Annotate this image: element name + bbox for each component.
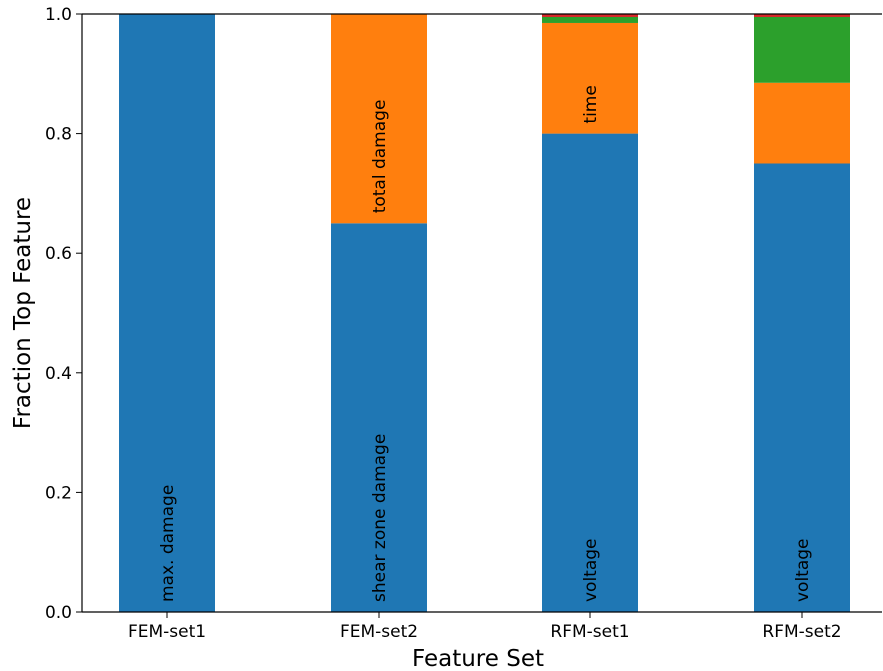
bar-segment-rfm-set1-s3 — [542, 14, 638, 17]
y-tick-label: 0.2 — [45, 483, 72, 503]
bar-label-rfm-set1-s0: voltage — [581, 538, 601, 602]
bar-label-rfm-set2-s0: voltage — [793, 538, 813, 602]
bar-segment-rfm-set1-s1 — [542, 22, 638, 134]
x-axis-label: Feature Set — [412, 646, 544, 671]
y-tick-label: 0.0 — [45, 603, 72, 623]
y-tick-label: 1.0 — [45, 5, 72, 25]
bar-segment-fem-set2-s1 — [331, 14, 427, 224]
y-ticks: 0.0 0.2 0.4 0.6 0.8 1.0 — [45, 5, 82, 623]
bar-segment-rfm-set2-s0 — [754, 163, 850, 612]
bar-labels-layer: max. damage shear zone damage total damage… — [158, 85, 813, 602]
bar-segment-rfm-set1-s2 — [542, 16, 638, 23]
axes-layer — [81, 13, 882, 613]
bar-label-fem-set1-s0: max. damage — [158, 485, 178, 602]
bar-label-fem-set2-s1: total damage — [370, 100, 390, 214]
y-axis-label: Fraction Top Feature — [10, 197, 36, 429]
bar-segment-rfm-set2-s3 — [754, 14, 850, 17]
y-tick-label: 0.8 — [45, 125, 72, 145]
bar-segment-fem-set1-s0 — [119, 14, 215, 612]
y-tick-label: 0.6 — [45, 244, 72, 264]
bars-layer — [119, 14, 850, 613]
x-tick-label: RFM-set1 — [550, 622, 629, 642]
x-ticks: FEM-set1 FEM-set2 RFM-set1 RFM-set2 — [128, 612, 842, 642]
bar-segment-rfm-set1-s0 — [542, 133, 638, 612]
bar-segment-rfm-set2-s2 — [754, 16, 850, 83]
bar-label-rfm-set1-s1: time — [581, 85, 601, 123]
bar-segment-fem-set2-s0 — [331, 223, 427, 613]
x-tick-label: FEM-set1 — [128, 622, 206, 642]
bar-label-fem-set2-s0: shear zone damage — [370, 434, 390, 602]
x-tick-label: FEM-set2 — [340, 622, 418, 642]
bar-segment-rfm-set2-s1 — [754, 82, 850, 164]
y-tick-label: 0.4 — [45, 364, 72, 384]
x-tick-label: RFM-set2 — [762, 622, 841, 642]
